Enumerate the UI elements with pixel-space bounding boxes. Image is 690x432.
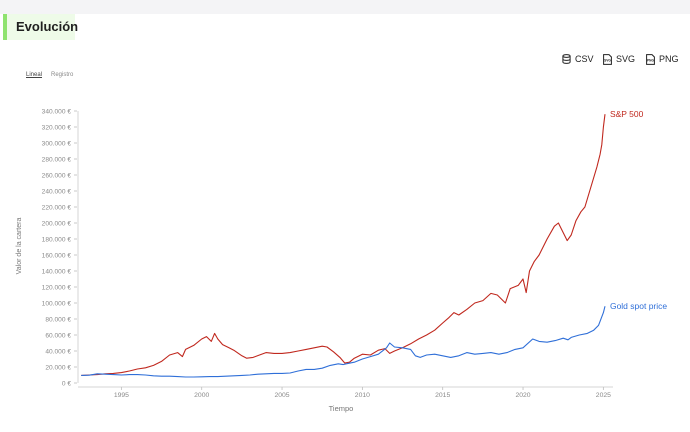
y-axis: 0 € 20.000 € 40.000 € 60.000 € 80.000 € 100.0… xyxy=(42,108,79,387)
x-axis: 1995 2000 2005 2010 2015 2020 2025 xyxy=(78,386,613,399)
series-line-s-p-500[interactable] xyxy=(81,114,606,376)
series-layer: S&P 500 Gold spot price xyxy=(81,109,667,378)
svg-export-label: SVG xyxy=(616,54,636,64)
x-tick-label: 1995 xyxy=(114,392,129,399)
y-tick-label: 320.000 € xyxy=(42,124,72,131)
y-tick-label: 180.000 € xyxy=(42,236,72,243)
x-tick-label: 2015 xyxy=(435,392,450,399)
svg-export-button[interactable]: SVG SVG xyxy=(603,52,635,66)
x-tick-label: 2025 xyxy=(596,392,611,399)
y-axis-title: Valor de la cartera xyxy=(16,218,23,275)
y-tick-label: 20.000 € xyxy=(45,364,71,371)
linear-scale-toggle[interactable]: Lineal xyxy=(26,72,43,78)
svg-file-icon: SVG xyxy=(603,53,612,65)
svg-icon-text: SVG xyxy=(604,58,611,62)
log-scale-toggle[interactable]: Registro xyxy=(51,72,74,78)
section-title: Evolución xyxy=(16,19,79,34)
y-tick-label: 280.000 € xyxy=(42,156,72,163)
png-icon-text: PNG xyxy=(647,58,654,62)
section-title-box: Evolución xyxy=(3,14,79,40)
series-label-s-p-500: S&P 500 xyxy=(610,109,644,119)
png-file-icon: PNG xyxy=(646,53,655,65)
y-tick-label: 160.000 € xyxy=(42,252,72,259)
series-line-gold-spot-price[interactable] xyxy=(81,306,606,378)
y-tick-label: 240.000 € xyxy=(42,188,72,195)
csv-export-label: CSV xyxy=(575,54,594,64)
y-tick-label: 100.000 € xyxy=(42,300,72,307)
x-axis-title: Tiempo xyxy=(329,404,354,413)
y-tick-label: 200.000 € xyxy=(42,220,72,227)
series-label-gold-spot-price: Gold spot price xyxy=(610,301,667,311)
y-tick-label: 80.000 € xyxy=(45,316,71,323)
x-tick-label: 2000 xyxy=(194,392,209,399)
y-tick-label: 220.000 € xyxy=(42,204,72,211)
y-tick-label: 120.000 € xyxy=(42,284,72,291)
x-tick-label: 2010 xyxy=(355,392,370,399)
y-tick-label: 0 € xyxy=(62,380,71,387)
y-tick-label: 300.000 € xyxy=(42,140,72,147)
png-export-label: PNG xyxy=(659,54,679,64)
x-tick-label: 2020 xyxy=(515,392,530,399)
csv-export-button[interactable]: CSV xyxy=(562,52,594,66)
y-tick-label: 40.000 € xyxy=(45,348,71,355)
y-tick-label: 140.000 € xyxy=(42,268,72,275)
x-tick-label: 2005 xyxy=(274,392,289,399)
y-tick-label: 260.000 € xyxy=(42,172,72,179)
database-icon xyxy=(562,54,571,64)
png-export-button[interactable]: PNG PNG xyxy=(646,52,679,66)
y-tick-label: 60.000 € xyxy=(45,332,71,339)
y-tick-label: 340.000 € xyxy=(42,108,72,115)
